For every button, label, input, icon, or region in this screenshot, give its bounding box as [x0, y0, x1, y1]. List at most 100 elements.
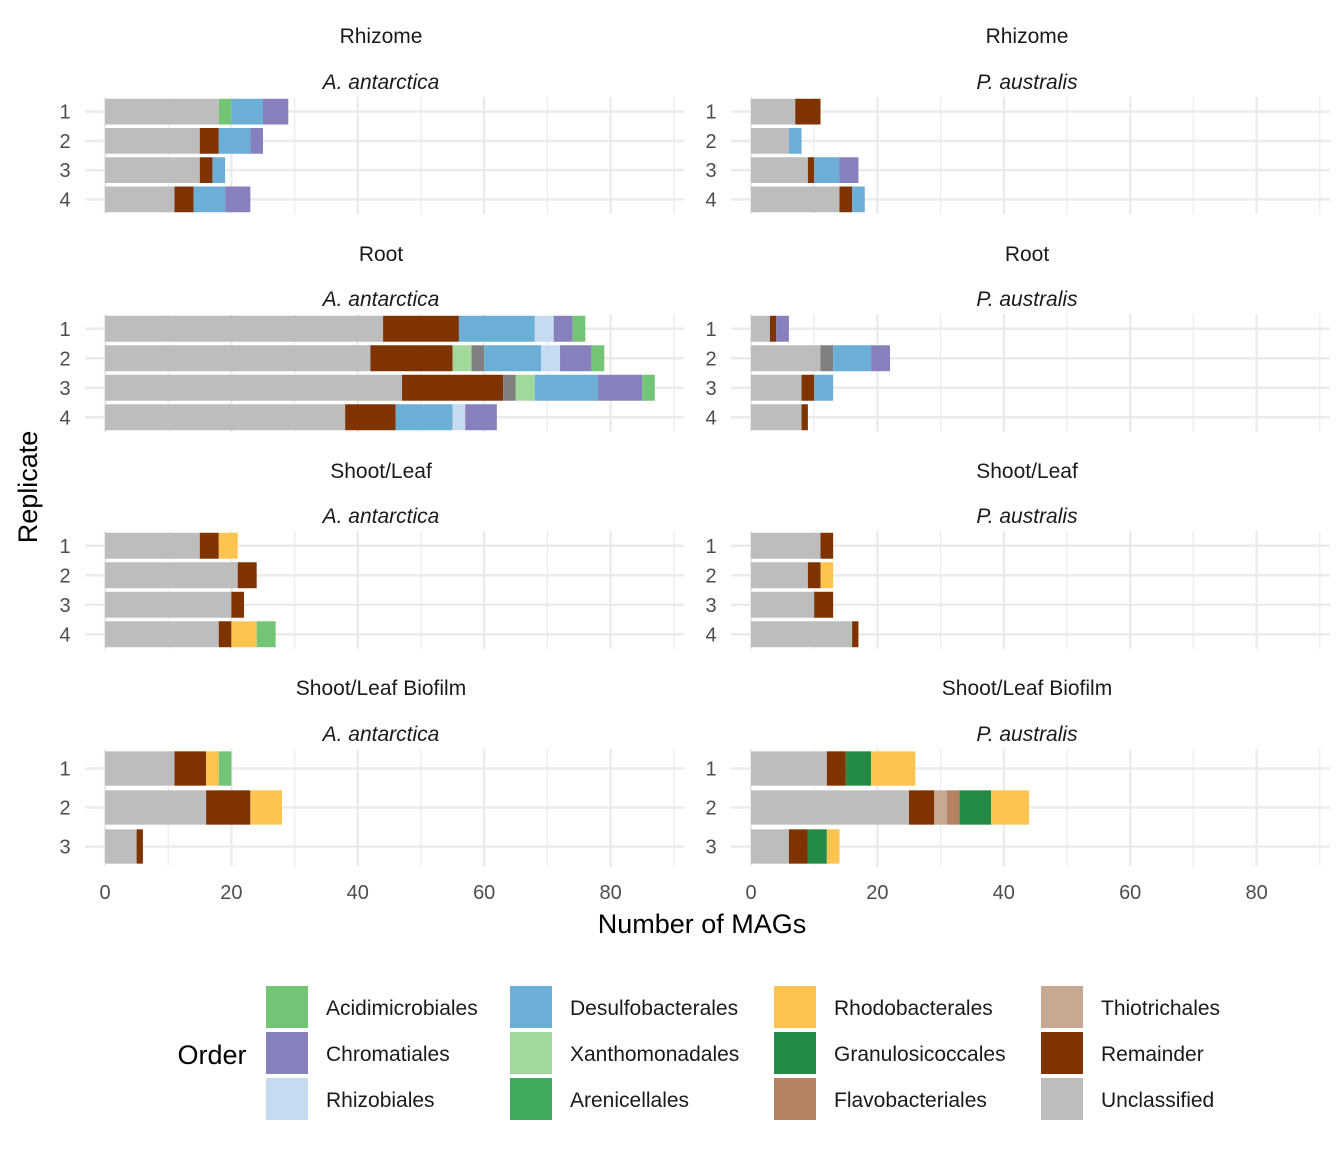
bar-segment-unclassified: [751, 186, 840, 213]
bar-segment-rhodobacterales: [820, 562, 834, 589]
bar-segment-remainder: [807, 562, 821, 589]
bar-replicate-2: [105, 790, 282, 825]
bar-segment-unclassified: [751, 621, 853, 648]
bar-segment-unclassified: [105, 829, 137, 864]
y-tick-label: 2: [59, 348, 70, 370]
bar-segment-remainder: [788, 829, 808, 864]
legend-item-granulosicoccales: Granulosicoccales: [774, 1032, 1006, 1074]
bar-replicate-1: [105, 98, 289, 125]
bar-segment-remainder: [199, 128, 219, 154]
bar-segment-rhodobacterales: [871, 751, 916, 786]
x-tick-label: 80: [599, 882, 621, 904]
bar-segment-desulfobacterales: [833, 345, 872, 372]
legend-label: Remainder: [1101, 1043, 1204, 1066]
bar-replicate-3: [105, 829, 143, 864]
strip-label-species: P. australis: [976, 723, 1078, 746]
y-tick-label: 3: [59, 160, 70, 182]
panel-rhizome-p-australis: Rhizome P. australis 1 2 3 4: [705, 25, 1330, 214]
y-tick-label: 2: [705, 798, 716, 820]
bar-segment-remainder: [402, 374, 504, 401]
bar-segment-remainder: [174, 751, 207, 786]
legend-swatch: [510, 1078, 552, 1120]
legend-label: Xanthomonadales: [570, 1043, 739, 1066]
legend-label: Rhodobacterales: [834, 997, 993, 1020]
legend-title: Order: [177, 1040, 246, 1070]
legend-label: Flavobacteriales: [834, 1089, 987, 1112]
bar-segment-unclassified: [751, 374, 802, 401]
panel-rhizome-a-antarctica: Rhizome A. antarctica 1 2 3 4: [59, 25, 684, 214]
bar-replicate-3: [751, 591, 834, 618]
bar-replicate-4: [105, 404, 497, 431]
bar-segment-remainder: [801, 374, 815, 401]
legend-item-xanthomonadales: Xanthomonadales: [510, 1032, 739, 1074]
bar-segment-unclassified: [751, 404, 802, 431]
bar-replicate-4: [751, 621, 859, 648]
x-tick-label: 60: [473, 882, 495, 904]
bar-segment-remainder: [801, 404, 808, 431]
legend-swatch: [1041, 1032, 1083, 1074]
bar-replicate-4: [751, 186, 865, 213]
bar-segment-unclassified: [751, 591, 815, 618]
legend-item-acidimicrobiales: Acidimicrobiales: [266, 986, 478, 1028]
x-tick-label: 0: [99, 882, 110, 904]
legend-label: Rhizobiales: [326, 1089, 435, 1112]
legend-swatch: [1041, 986, 1083, 1028]
bar-segment-unclassified: [105, 751, 175, 786]
y-tick-label: 3: [705, 378, 716, 400]
x-tick-label: 40: [347, 882, 369, 904]
bar-segment-unclassified: [751, 829, 789, 864]
y-tick-label: 3: [59, 595, 70, 617]
bar-segment-chromatiales: [560, 345, 592, 372]
bar-replicate-3: [105, 591, 245, 618]
strip-label-tissue: Shoot/Leaf: [330, 460, 432, 483]
strip-label-species: A. antarctica: [321, 288, 440, 311]
panel-root-a-antarctica: Root A. antarctica 1 2 3 4: [59, 243, 684, 432]
bar-replicate-4: [105, 186, 251, 213]
bar-segment-rhodobacterales: [826, 829, 840, 864]
y-tick-label: 2: [59, 565, 70, 587]
y-tick-label: 4: [705, 624, 716, 646]
bar-segment-unclassified: [105, 374, 403, 401]
bar-segment-unclassified: [751, 315, 770, 342]
bar-segment-remainder: [345, 404, 396, 431]
bar-segment-desulfobacterales: [788, 128, 802, 154]
y-tick-label: 1: [705, 759, 716, 781]
bar-segment-unclassified: [105, 532, 200, 559]
panel-shoot-leaf-a-antarctica: Shoot/Leaf A. antarctica 1 2 3 4: [59, 460, 684, 649]
legend-item-thiotrichales: Thiotrichales: [1041, 986, 1220, 1028]
legend-swatch: [774, 986, 816, 1028]
legend-label: Acidimicrobiales: [326, 997, 478, 1020]
y-tick-label: 1: [59, 319, 70, 341]
bar-segment-rhizobiales: [541, 345, 561, 372]
y-tick-label: 1: [59, 102, 70, 124]
y-tick-label: 2: [705, 348, 716, 370]
bar-segment-acidimicrobiales: [572, 315, 586, 342]
bar-segment-unlabeled: [503, 374, 516, 401]
panels-layer: Rhizome A. antarctica 1 2 3 4 Rhizome P. austra…: [59, 25, 1330, 904]
bar-segment-remainder: [199, 157, 213, 183]
bar-segment-remainder: [383, 315, 459, 342]
bar-segment-remainder: [839, 186, 853, 213]
legend-label: Chromatiales: [326, 1043, 450, 1066]
strip-label-tissue: Shoot/Leaf Biofilm: [296, 677, 466, 700]
bar-segment-rhizobiales: [534, 315, 554, 342]
bar-segment-acidimicrobiales: [218, 98, 232, 125]
bar-segment-desulfobacterales: [231, 98, 263, 125]
y-tick-label: 4: [705, 407, 716, 429]
legend-swatch: [774, 1078, 816, 1120]
strip-label-species: P. australis: [976, 288, 1078, 311]
bar-segment-chromatiales: [776, 315, 789, 342]
bar-replicate-2: [751, 790, 1030, 825]
legend-swatch: [266, 1032, 308, 1074]
strip-label-tissue: Root: [1005, 243, 1050, 266]
bar-segment-unclassified: [751, 790, 909, 825]
legend-swatch: [266, 986, 308, 1028]
bar-segment-rhodobacterales: [218, 532, 238, 559]
legend-swatch: [266, 1078, 308, 1120]
y-tick-label: 3: [705, 160, 716, 182]
bar-segment-remainder: [231, 591, 245, 618]
bar-segment-unclassified: [105, 562, 238, 589]
bar-segment-unclassified: [751, 157, 808, 183]
x-tick-label: 80: [1245, 882, 1267, 904]
